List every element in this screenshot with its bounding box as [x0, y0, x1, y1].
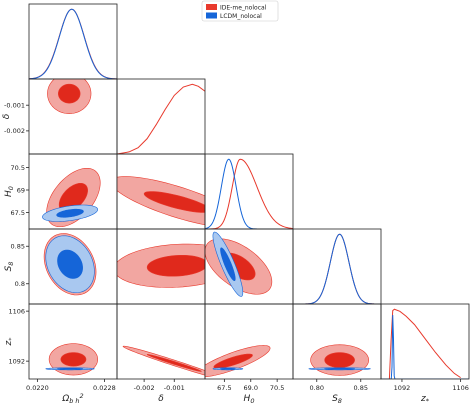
contour-1sigma-zstar-S8-lcdm: [324, 367, 356, 370]
panel-delta-obh2: -0.001 -0.002: [4, 78, 118, 155]
legend-label-1: LCDM_nolocal: [220, 13, 262, 20]
marginal-H0-lcdm: [205, 158, 293, 229]
x-tick-label: 1106: [452, 384, 469, 392]
contour-1sigma-H0-delta-ide: [143, 191, 205, 213]
x-tick-label: 0.0220: [26, 384, 49, 392]
legend-box: [201, 0, 279, 22]
marginal-zstar-lcdm: [381, 315, 469, 379]
x-tick-label: 0.0228: [93, 384, 116, 392]
y-tick-label: 70.5: [11, 164, 25, 172]
x-tick-label: -0.001: [164, 384, 185, 392]
panel-frame: [380, 303, 470, 380]
panel-S8-S8: [292, 228, 382, 305]
marginal-obh2-ide: [29, 8, 117, 79]
panel-frame: [204, 153, 294, 230]
panel-H0-delta: [116, 153, 206, 230]
x-tick-label: -0.002: [134, 384, 155, 392]
x-tick-label: 1092: [394, 384, 411, 392]
x-tick-label: 70.5: [270, 384, 284, 392]
panel-frame: [28, 3, 118, 80]
x-tick-label: 0.85: [354, 384, 368, 392]
y-tick-label: 0.8: [15, 280, 25, 288]
contour-1sigma-H0-obh2-lcdm: [56, 208, 84, 218]
y-axis-label-delta: δ: [2, 113, 12, 119]
contour-1sigma-S8-H0-lcdm: [220, 247, 236, 282]
panel-zstar-zstar: 1092 1106: [380, 303, 470, 392]
y-axis-label-zstar: z*: [4, 337, 15, 347]
x-axis-label-H0: H0: [244, 394, 255, 404]
x-axis-label-zstar: z*: [420, 394, 430, 404]
panel-delta-delta: [116, 78, 206, 155]
panel-H0-obh2: 70.5 69 67.5: [11, 153, 118, 230]
marginal-delta-ide: [117, 83, 205, 154]
x-tick-label: 67.5: [217, 384, 231, 392]
panel-zstar-H0: 67.5 69.0 70.5: [204, 303, 294, 392]
x-axis-label-S8: S8: [332, 394, 342, 404]
marginal-S8-ide: [293, 233, 381, 304]
axis-labels: Ωb h2 δ δ H0 H0 S8 S8 z* z*: [2, 113, 430, 404]
contour-1sigma-zstar-obh2-ide: [60, 352, 87, 367]
y-tick-label: 0.85: [11, 243, 25, 251]
contour-1sigma-zstar-obh2-lcdm: [57, 367, 84, 370]
legend-label-0: IDE-me_nolocal: [220, 5, 267, 12]
y-axis-label-H0: H0: [4, 186, 15, 197]
marginal-S8-lcdm: [293, 233, 381, 304]
contour-1sigma-H0-obh2-ide: [58, 182, 88, 213]
y-tick-label: -0.001: [4, 101, 25, 109]
x-axis-label-delta: δ: [158, 394, 164, 404]
contour-1sigma-S8-obh2-lcdm: [57, 249, 83, 279]
panel-zstar-S8: 0.80 0.85: [292, 303, 382, 392]
panel-S8-H0: [204, 228, 294, 305]
marginal-obh2-lcdm: [29, 8, 117, 79]
x-tick-label: 69.0: [244, 384, 258, 392]
panel-H0-H0: [204, 153, 294, 230]
y-tick-label: 67.5: [11, 209, 25, 217]
panel-obh2-obh2: [28, 3, 118, 80]
legend-swatch-0: [206, 4, 217, 10]
panel-frame: [292, 228, 382, 305]
y-tick-label: -0.002: [4, 127, 25, 135]
contour-1sigma-delta-obh2-ide: [58, 83, 81, 104]
y-tick-label: 1106: [8, 307, 25, 315]
panel-zstar-obh2: 0.0220 0.0228 1106 1092: [8, 303, 118, 392]
contour-1sigma-zstar-delta-ide: [146, 354, 202, 372]
y-tick-label: 69: [17, 186, 25, 194]
marginal-zstar-ide: [388, 308, 461, 379]
contour-1sigma-zstar-S8-ide: [324, 352, 355, 368]
y-axis-label-S8: S8: [4, 262, 15, 272]
marginal-H0-ide: [205, 158, 293, 229]
x-tick-label: 0.80: [310, 384, 324, 392]
x-axis-label-obh2: Ωb h2: [61, 392, 83, 404]
panel-S8-obh2: 0.85 0.8: [11, 228, 118, 305]
y-tick-label: 1092: [8, 357, 25, 365]
contour-1sigma-zstar-H0-lcdm: [220, 367, 236, 370]
panel-S8-delta: [116, 228, 206, 305]
legend-swatch-1: [206, 12, 217, 19]
contour-1sigma-S8-delta-ide: [146, 254, 205, 277]
panel-zstar-delta: -0.002 -0.001: [116, 303, 206, 392]
contour-1sigma-zstar-H0-ide: [213, 353, 253, 369]
